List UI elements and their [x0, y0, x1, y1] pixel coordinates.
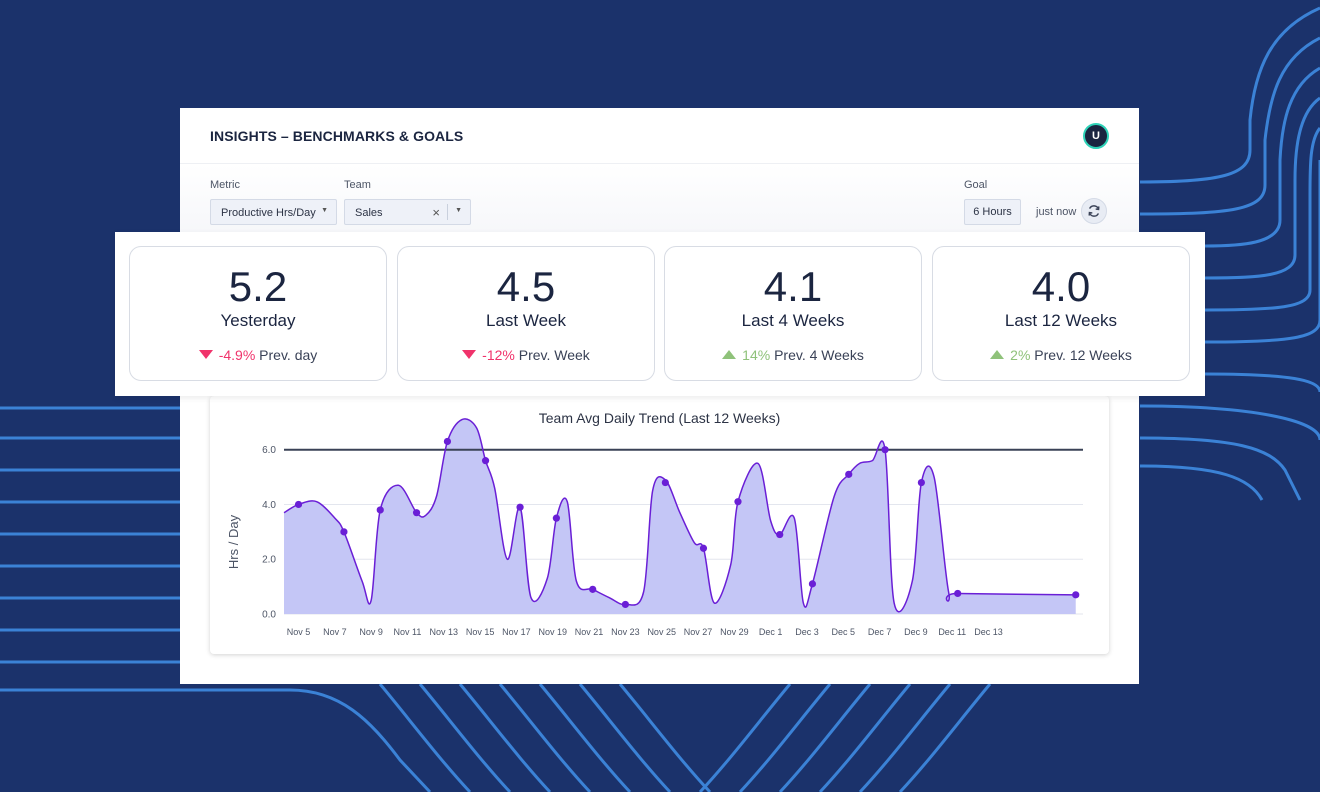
kpi-delta-compare: Prev. Week — [518, 347, 590, 363]
trend-point[interactable] — [443, 437, 452, 446]
team-select[interactable]: Sales × ▼ — [344, 199, 471, 225]
kpi-label: Last 12 Weeks — [1004, 311, 1118, 330]
trend-down-icon — [198, 350, 213, 359]
chevron-down-icon[interactable]: ▼ — [455, 207, 462, 214]
trend-point[interactable] — [845, 470, 853, 478]
trend-point[interactable] — [1072, 591, 1080, 599]
x-tick-label: Dec 7 — [868, 627, 892, 637]
trend-point[interactable] — [376, 506, 384, 514]
trend-point[interactable] — [481, 457, 490, 465]
kpi-delta: 2% Prev. 12 Weeks — [933, 347, 1189, 363]
x-tick-label: Nov 19 — [538, 627, 567, 637]
trend-up-icon — [722, 350, 737, 359]
trend-point[interactable] — [699, 544, 708, 552]
kpi-delta: 14% Prev. 4 Weeks — [665, 347, 921, 363]
x-tick-label: Dec 5 — [832, 627, 856, 637]
x-tick-label: Nov 13 — [430, 627, 459, 637]
trend-point[interactable] — [516, 503, 524, 511]
trend-point[interactable] — [294, 500, 303, 509]
x-tick-label: Nov 17 — [502, 627, 531, 637]
kpi-delta-compare: Prev. 4 Weeks — [774, 347, 864, 363]
x-tick-label: Dec 3 — [795, 627, 819, 637]
user-avatar[interactable]: U — [1083, 123, 1109, 149]
team-label: Team — [344, 179, 371, 191]
refresh-button[interactable] — [1081, 198, 1107, 224]
kpi-delta-pct: 14% — [742, 347, 771, 363]
filter-bar: Metric Productive Hrs/Day ▼ Team Sales ×… — [180, 164, 1139, 234]
x-tick-label: Nov 27 — [684, 627, 713, 637]
trend-point[interactable] — [589, 585, 597, 593]
trend-point[interactable] — [776, 530, 784, 539]
trend-up-icon — [990, 350, 1005, 359]
trend-point[interactable] — [881, 446, 889, 454]
last-updated-text: just now — [1036, 206, 1077, 218]
select-divider — [447, 204, 448, 220]
kpi-delta: -4.9% Prev. day — [130, 347, 386, 363]
chevron-down-icon: ▼ — [321, 207, 328, 214]
kpi-card-last-week[interactable]: 4.5 Last Week -12% Prev. Week — [397, 246, 655, 381]
trend-point[interactable] — [412, 509, 421, 517]
kpi-label: Yesterday — [220, 311, 296, 330]
goal-value-field[interactable]: 6 Hours — [964, 199, 1021, 225]
x-tick-label: Nov 11 — [394, 627, 422, 637]
kpi-value: 5.2 — [228, 263, 288, 310]
team-select-value: Sales — [355, 207, 383, 219]
x-tick-label: Nov 7 — [323, 627, 347, 637]
kpi-delta-pct: -4.9% — [218, 347, 256, 363]
metric-select-value: Productive Hrs/Day — [221, 207, 316, 219]
trend-point[interactable] — [621, 600, 629, 609]
x-tick-label: Nov 25 — [647, 627, 676, 637]
kpi-strip: 5.2 Yesterday -4.9% Prev. day 4.5 Last W… — [115, 232, 1205, 396]
insights-app-window: INSIGHTS – BENCHMARKS & GOALS U Metric P… — [180, 108, 1139, 684]
y-tick-label: 2.0 — [262, 555, 276, 566]
x-tick-label: Nov 9 — [359, 627, 383, 637]
trend-point[interactable] — [917, 478, 925, 487]
goal-label: Goal — [964, 179, 988, 191]
y-tick-label: 6.0 — [262, 445, 276, 456]
top-bar: INSIGHTS – BENCHMARKS & GOALS U — [180, 108, 1139, 164]
kpi-delta: -12% Prev. Week — [398, 347, 654, 363]
trend-down-icon — [462, 350, 477, 359]
x-tick-label: Dec 9 — [904, 627, 928, 637]
x-tick-label: Nov 23 — [611, 627, 640, 637]
x-tick-label: Dec 11 — [938, 627, 966, 637]
trend-point[interactable] — [808, 580, 817, 588]
x-tick-label: Nov 21 — [575, 627, 604, 637]
clear-icon[interactable]: × — [432, 205, 440, 220]
x-tick-label: Nov 15 — [466, 627, 495, 637]
y-axis-label: Hrs / Day — [226, 514, 241, 569]
metric-select[interactable]: Productive Hrs/Day ▼ — [210, 199, 337, 225]
trend-point[interactable] — [954, 589, 962, 598]
x-tick-label: Dec 13 — [974, 627, 1003, 637]
chart-title: Team Avg Daily Trend (Last 12 Weeks) — [538, 410, 781, 426]
kpi-delta-compare: Prev. 12 Weeks — [1034, 347, 1132, 363]
kpi-delta-pct: -12% — [482, 347, 515, 363]
x-tick-label: Nov 29 — [720, 627, 749, 637]
y-tick-label: 0.0 — [262, 610, 276, 621]
trend-chart-card: Team Avg Daily Trend (Last 12 Weeks) 0.0… — [210, 396, 1109, 654]
x-tick-label: Dec 1 — [759, 627, 783, 637]
trend-point[interactable] — [552, 514, 560, 522]
kpi-value: 4.5 — [496, 263, 556, 310]
page-title: INSIGHTS – BENCHMARKS & GOALS — [210, 128, 464, 144]
kpi-card-last-4-weeks[interactable]: 4.1 Last 4 Weeks 14% Prev. 4 Weeks — [664, 246, 922, 381]
x-tick-label: Nov 5 — [287, 627, 311, 637]
metric-label: Metric — [210, 179, 240, 191]
kpi-card-yesterday[interactable]: 5.2 Yesterday -4.9% Prev. day — [129, 246, 387, 381]
kpi-label: Last 4 Weeks — [741, 311, 845, 330]
trend-chart: 0.0 2.0 4.0 6.0 Nov 5 Nov 7 Nov 9 Nov 11 Nov 13… — [226, 418, 1083, 637]
kpi-card-last-12-weeks[interactable]: 4.0 Last 12 Weeks 2% Prev. 12 Weeks — [932, 246, 1190, 381]
trend-area-fill — [284, 418, 1076, 614]
kpi-label: Last Week — [485, 311, 566, 330]
trend-point[interactable] — [734, 498, 742, 506]
kpi-value: 4.0 — [1031, 263, 1091, 310]
kpi-delta-pct: 2% — [1010, 347, 1031, 363]
y-tick-label: 4.0 — [262, 500, 276, 511]
kpi-value: 4.1 — [763, 263, 823, 310]
trend-point[interactable] — [661, 478, 669, 487]
trend-point[interactable] — [340, 528, 348, 536]
kpi-delta-compare: Prev. day — [259, 347, 318, 363]
refresh-icon — [1088, 205, 1100, 217]
